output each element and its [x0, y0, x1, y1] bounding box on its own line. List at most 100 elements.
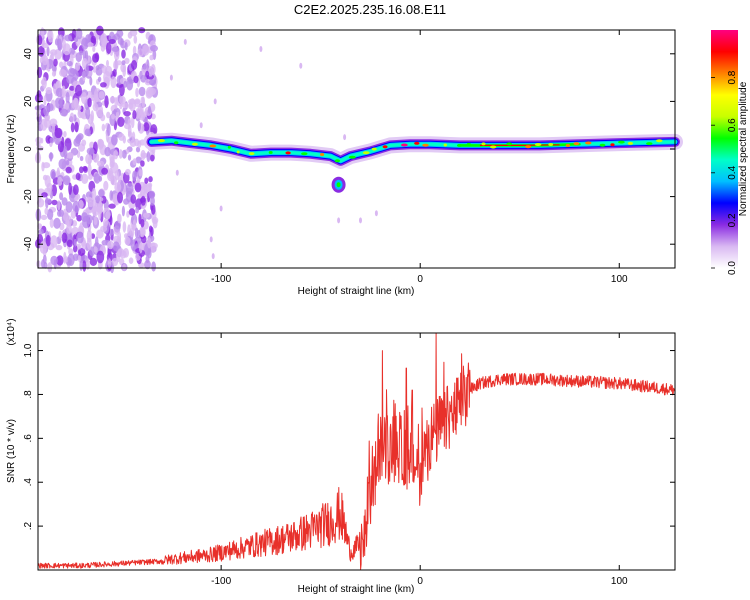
- noise-speckle: [50, 255, 58, 266]
- noise-speckle: [132, 170, 137, 182]
- noise-speckle: [128, 98, 136, 105]
- noise-speckle: [65, 201, 73, 213]
- noise-speckle: [63, 131, 67, 138]
- noise-speckle: [124, 236, 131, 246]
- noise-speckle: [49, 49, 58, 56]
- noise-speckle: [135, 87, 139, 98]
- ridge-hotspot: [481, 142, 486, 146]
- noise-speckle: [114, 182, 122, 193]
- ridge-hotspot: [443, 143, 447, 147]
- noise-speckle: [101, 123, 106, 132]
- noise-speckle: [115, 111, 120, 119]
- noise-speckle: [131, 60, 138, 70]
- noise-speckle: [51, 199, 58, 206]
- noise-speckle: [113, 198, 119, 206]
- noise-speckle: [43, 105, 50, 117]
- noise-speckle: [100, 114, 106, 122]
- noise-speckle: [87, 42, 94, 48]
- y-tick-label: 1.0: [23, 343, 34, 357]
- noise-speckle: [183, 38, 187, 45]
- noise-speckle: [65, 152, 74, 159]
- noise-speckle: [132, 45, 137, 56]
- noise-speckle: [79, 166, 84, 174]
- spectrogram-y-axis-title: Frequency (Hz): [6, 115, 17, 184]
- noise-speckle: [57, 200, 61, 211]
- ridge-hotspot: [414, 141, 420, 145]
- noise-speckle: [73, 184, 79, 195]
- noise-speckle: [374, 210, 378, 217]
- noise-speckle: [117, 248, 125, 257]
- noise-speckle: [59, 192, 64, 201]
- noise-speckle: [108, 203, 116, 209]
- noise-speckle: [122, 135, 127, 144]
- noise-speckle: [135, 207, 140, 214]
- snr-series-line: [37, 332, 676, 570]
- noise-speckle: [85, 106, 91, 120]
- y-tick-label: -20: [23, 189, 34, 204]
- noise-speckle: [219, 205, 223, 212]
- noise-speckle: [46, 46, 50, 57]
- noise-speckle: [121, 149, 127, 159]
- noise-speckle: [128, 257, 134, 265]
- noise-speckle: [66, 74, 74, 84]
- y-tick-label: 0: [23, 146, 34, 152]
- noise-speckle: [111, 113, 116, 120]
- noise-speckle: [110, 175, 117, 186]
- noise-speckle: [112, 241, 120, 252]
- chart-title: C2E2.2025.235.16.08.E11: [294, 2, 446, 17]
- noise-speckle: [106, 42, 112, 54]
- x-tick-label: -100: [211, 274, 231, 285]
- snr-panel: -100 0 100 .2 .4 .6 .8 1.0 Height of straight l…: [6, 318, 676, 595]
- noise-speckle: [95, 207, 103, 213]
- noise-speckle: [61, 197, 68, 206]
- noise-speckle: [137, 48, 144, 57]
- noise-speckle: [133, 75, 139, 84]
- noise-speckle: [133, 35, 138, 44]
- noise-speckle: [85, 63, 89, 76]
- ridge-hotspot: [174, 141, 179, 145]
- spectrogram-plot-area: [34, 25, 683, 274]
- noise-speckle: [37, 35, 43, 46]
- noise-speckle: [199, 122, 203, 129]
- noise-speckle: [112, 257, 119, 267]
- snr-y-scale-label: (x10⁴): [6, 318, 17, 345]
- noise-speckle: [53, 58, 58, 67]
- ridge-hotspot: [268, 151, 273, 154]
- noise-speckle: [70, 210, 76, 219]
- noise-speckle: [72, 69, 79, 81]
- noise-speckle: [103, 71, 111, 84]
- noise-speckle: [139, 242, 143, 254]
- noise-speckle: [109, 156, 115, 167]
- y-tick-label: 40: [23, 48, 34, 60]
- noise-speckle: [68, 182, 72, 195]
- noise-speckle: [299, 62, 303, 69]
- noise-speckle: [98, 189, 105, 197]
- noise-speckle: [55, 87, 63, 98]
- ridge-hotspot: [227, 145, 231, 149]
- noise-speckle: [359, 217, 362, 224]
- x-tick-label: 100: [611, 274, 628, 285]
- noise-speckle: [97, 76, 102, 83]
- noise-speckle: [92, 103, 99, 112]
- noise-speckle: [104, 146, 111, 157]
- noise-speckle: [127, 31, 133, 39]
- noise-speckle: [59, 69, 67, 77]
- noise-speckle: [152, 218, 158, 229]
- ridge-hotspot: [236, 150, 240, 154]
- noise-speckle: [73, 37, 79, 43]
- noise-speckle: [89, 76, 93, 86]
- noise-speckle: [41, 54, 49, 66]
- noise-speckle: [123, 80, 128, 88]
- noise-speckle: [175, 169, 179, 176]
- ridge-hotspot: [285, 151, 291, 155]
- ridge-hotspot: [585, 141, 592, 145]
- noise-speckle: [113, 60, 119, 70]
- ridge-hotspot: [191, 142, 198, 146]
- y-tick-label: 20: [23, 95, 34, 107]
- noise-speckle: [49, 137, 55, 144]
- noise-speckle: [137, 120, 141, 132]
- noise-speckle: [38, 194, 42, 204]
- y-tick-label: -40: [23, 237, 34, 252]
- noise-speckle: [79, 155, 84, 162]
- noise-speckle: [58, 158, 67, 170]
